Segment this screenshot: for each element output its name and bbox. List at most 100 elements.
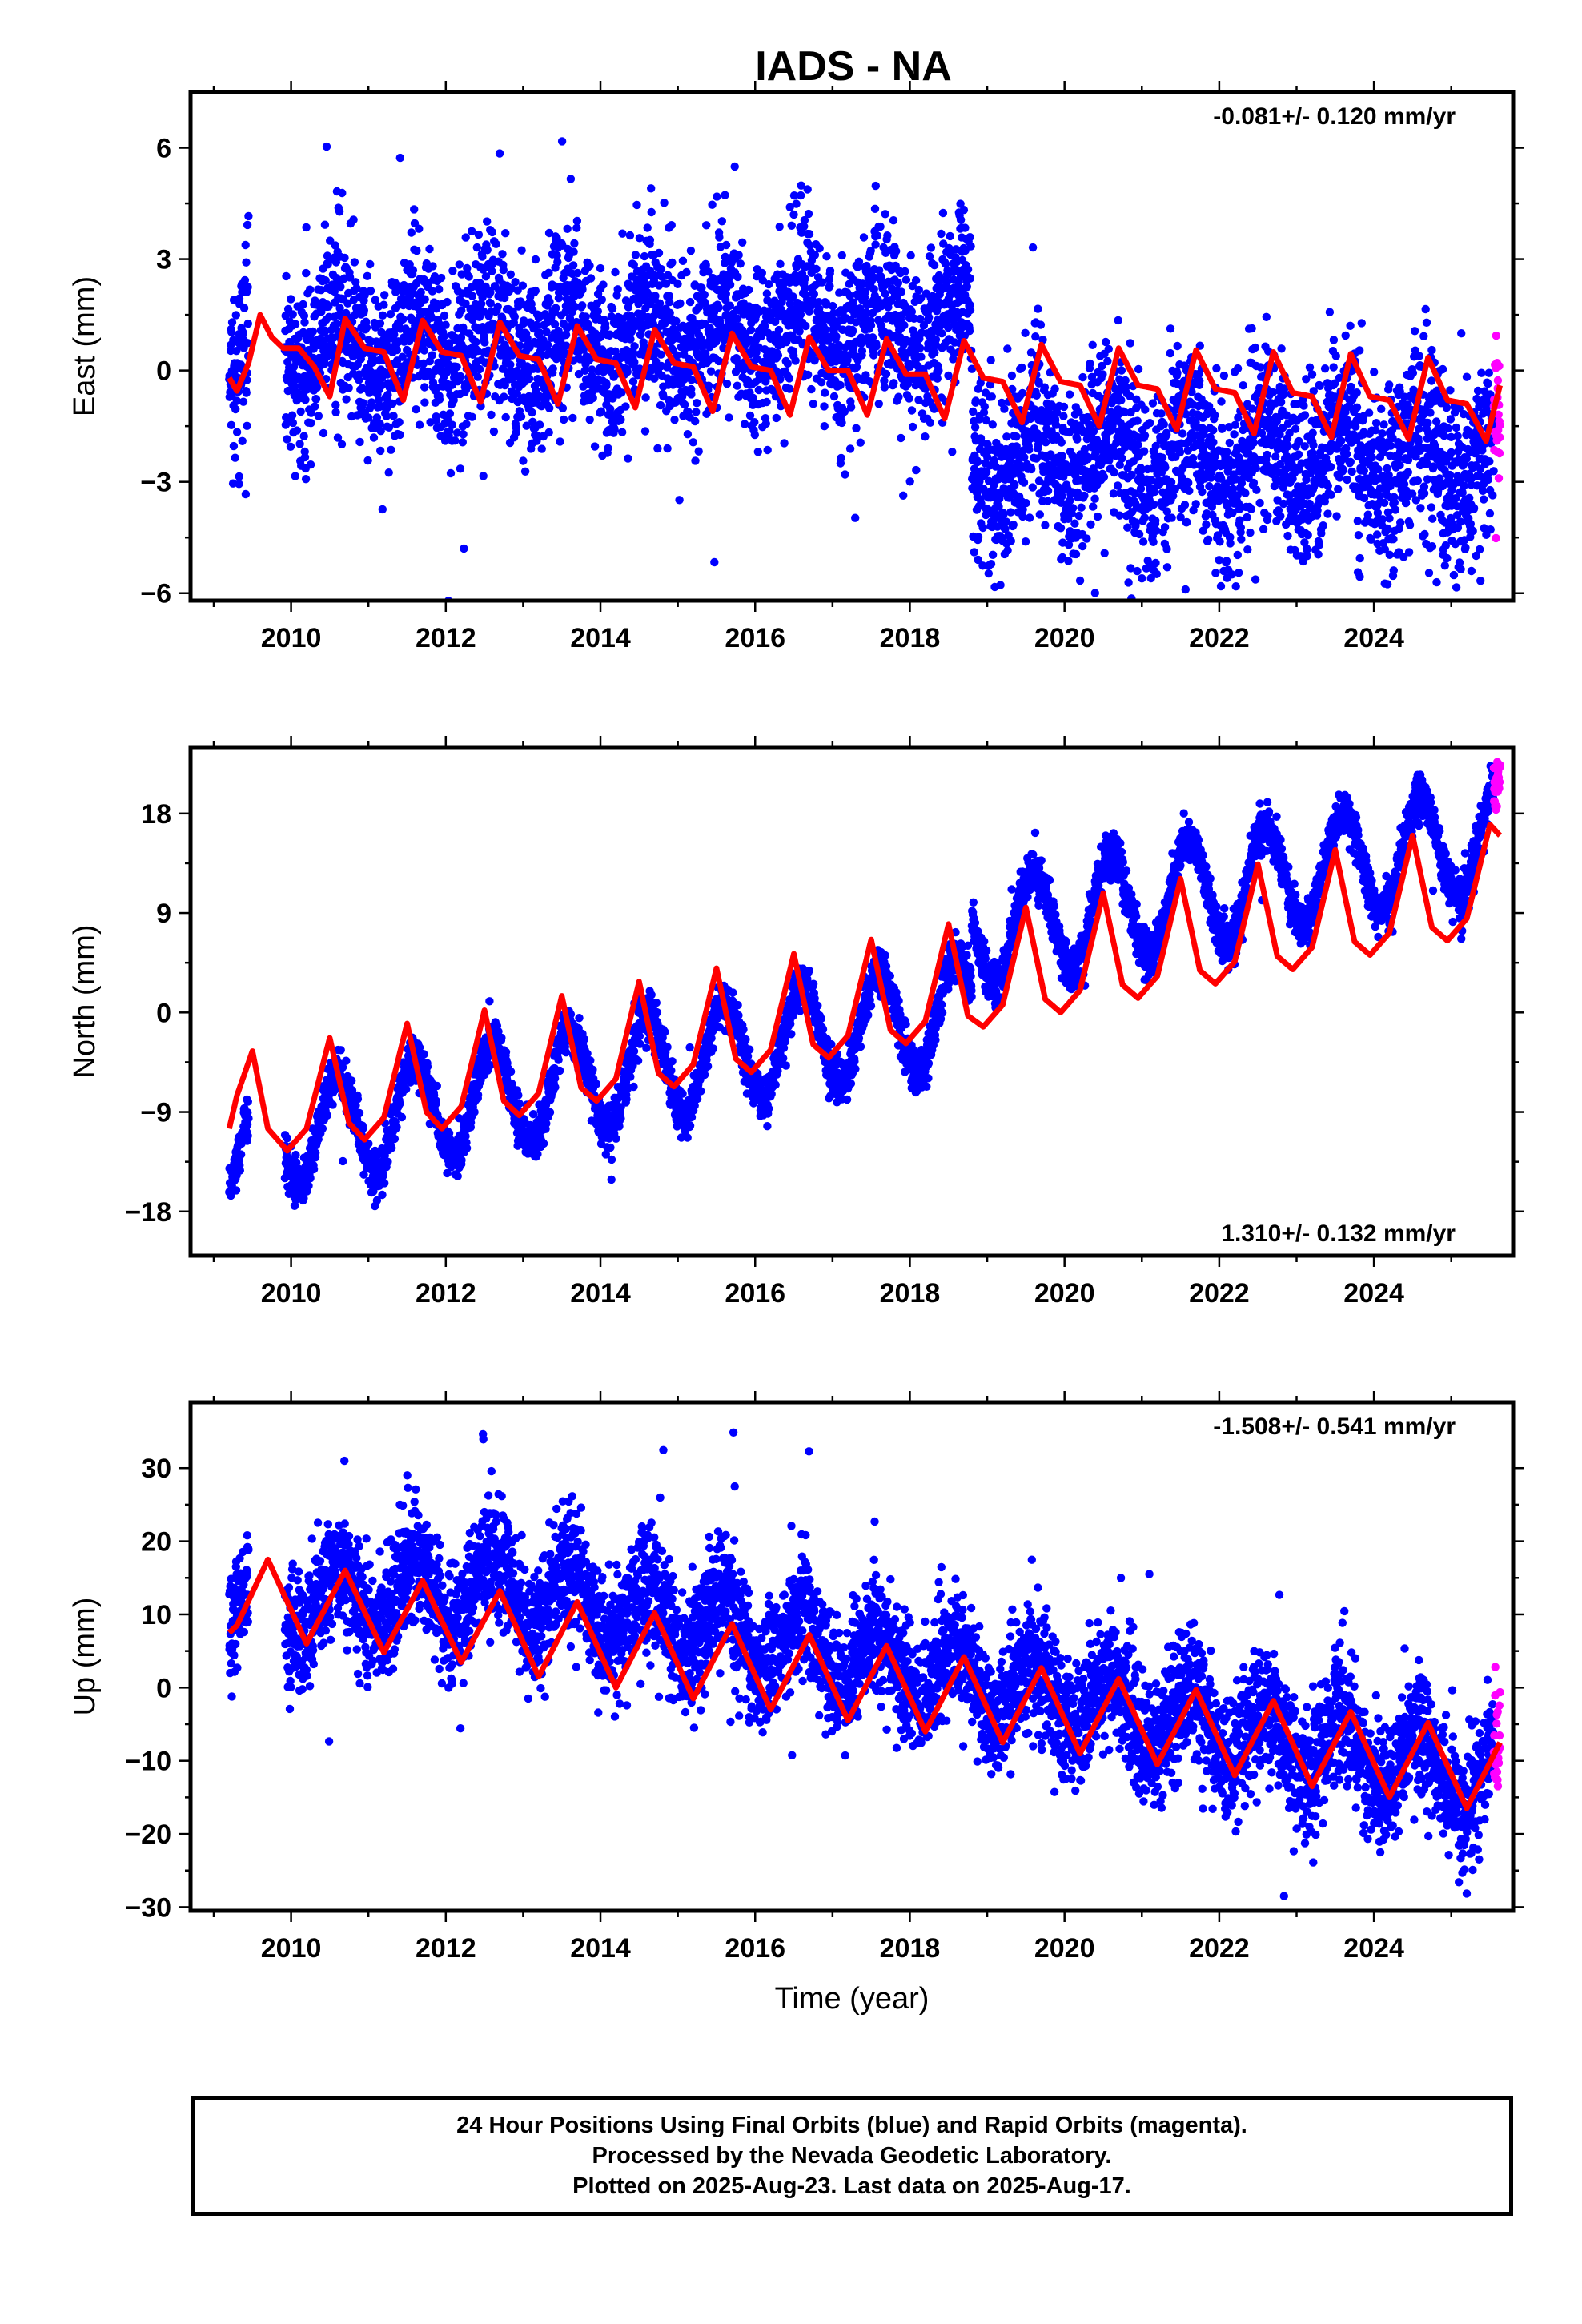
east-final-point: [1159, 420, 1169, 429]
east-final-point: [478, 252, 487, 261]
east-panel: 2010 2012 2014 2016 2018 2020 2022 2024−6−3036E…: [68, 81, 1524, 653]
east-final-point: [1086, 520, 1095, 529]
east-final-point: [550, 320, 560, 329]
east-final-point: [1021, 537, 1030, 546]
east-final-point: [235, 480, 243, 489]
east-final-point: [1104, 344, 1114, 353]
east-final-point: [725, 280, 735, 289]
east-final-point: [667, 221, 676, 230]
east-final-point: [996, 581, 1005, 589]
east-final-point: [1093, 512, 1102, 521]
east-final-point: [926, 418, 935, 427]
east-final-point: [1276, 398, 1286, 407]
east-final-point: [290, 381, 299, 391]
east-final-point: [702, 221, 711, 230]
east-final-point: [456, 372, 465, 381]
east-final-point: [906, 251, 915, 260]
east-final-point: [1354, 531, 1363, 540]
east-final-point: [1411, 327, 1419, 336]
east-final-point: [1167, 513, 1176, 522]
east-final-point: [301, 475, 311, 484]
east-final-point: [239, 304, 249, 312]
east-final-point: [461, 233, 470, 242]
east-final-point: [1408, 368, 1418, 377]
east-final-point: [486, 287, 495, 297]
east-final-point: [384, 423, 394, 432]
east-final-point: [717, 217, 726, 226]
east-final-point: [1217, 397, 1226, 406]
east-final-point: [468, 227, 476, 235]
east-final-point: [1018, 363, 1026, 372]
east-final-point: [291, 472, 299, 480]
east-final-point: [1331, 352, 1341, 360]
east-final-point: [1180, 501, 1190, 509]
east-final-point: [915, 344, 925, 352]
east-final-point: [511, 278, 520, 287]
east-final-point: [804, 370, 813, 380]
east-final-point: [286, 442, 295, 451]
east-final-point: [693, 399, 701, 408]
east-final-point: [1215, 537, 1224, 546]
east-final-point: [926, 243, 936, 252]
east-final-point: [776, 259, 785, 268]
east-final-point: [574, 369, 584, 379]
east-final-point: [1117, 396, 1126, 404]
east-final-point: [1346, 457, 1355, 466]
east-final-point: [376, 427, 385, 436]
east-final-point: [352, 283, 361, 293]
east-final-point: [1246, 528, 1255, 537]
east-final-point: [227, 420, 236, 429]
east-final-point: [498, 250, 507, 259]
east-final-point: [1225, 438, 1235, 448]
east-final-point: [1076, 610, 1084, 618]
east-final-point: [383, 390, 392, 400]
east-final-point: [552, 234, 561, 243]
east-final-point: [817, 278, 827, 287]
east-final-point: [1263, 512, 1272, 521]
east-final-point: [650, 374, 659, 383]
east-final-point: [420, 398, 429, 407]
east-final-point: [1385, 550, 1395, 559]
east-final-point: [1308, 428, 1317, 437]
east-final-point: [905, 477, 914, 486]
east-final-point: [785, 374, 794, 383]
east-final-point: [656, 350, 665, 359]
east-final-point: [809, 289, 818, 299]
east-final-point: [616, 415, 625, 424]
east-final-point: [500, 380, 509, 390]
east-final-point: [1070, 519, 1079, 528]
east-final-point: [301, 396, 310, 404]
east-final-point: [1133, 566, 1142, 576]
east-final-point: [1173, 368, 1182, 377]
east-final-point: [1404, 548, 1414, 557]
east-final-point: [938, 329, 946, 338]
east-final-point: [572, 216, 582, 226]
east-final-point: [300, 452, 310, 462]
east-final-point: [553, 258, 562, 267]
east-final-point: [889, 379, 898, 388]
east-final-point: [1028, 483, 1038, 492]
east-final-point: [1059, 412, 1068, 420]
east-final-point: [1343, 475, 1351, 485]
east-final-point: [1126, 339, 1134, 348]
east-final-point: [660, 199, 669, 207]
east-final-point: [282, 271, 291, 281]
east-final-point: [1247, 505, 1256, 513]
east-final-point: [1263, 450, 1271, 460]
east-final-point: [460, 544, 468, 553]
east-final-point: [229, 441, 239, 451]
east-final-point: [1149, 500, 1158, 509]
east-final-point: [686, 246, 696, 255]
east-final-point: [1385, 514, 1394, 523]
east-final-point: [1415, 352, 1424, 360]
east-final-point: [897, 287, 906, 296]
east-final-point: [436, 273, 446, 283]
east-final-point: [366, 287, 375, 296]
east-final-point: [556, 437, 564, 446]
east-final-point: [704, 267, 713, 276]
east-final-point: [291, 320, 300, 328]
east-final-point: [349, 215, 358, 224]
east-final-point: [734, 251, 743, 259]
east-final-point: [1367, 453, 1377, 462]
east-final-point: [1090, 589, 1100, 597]
